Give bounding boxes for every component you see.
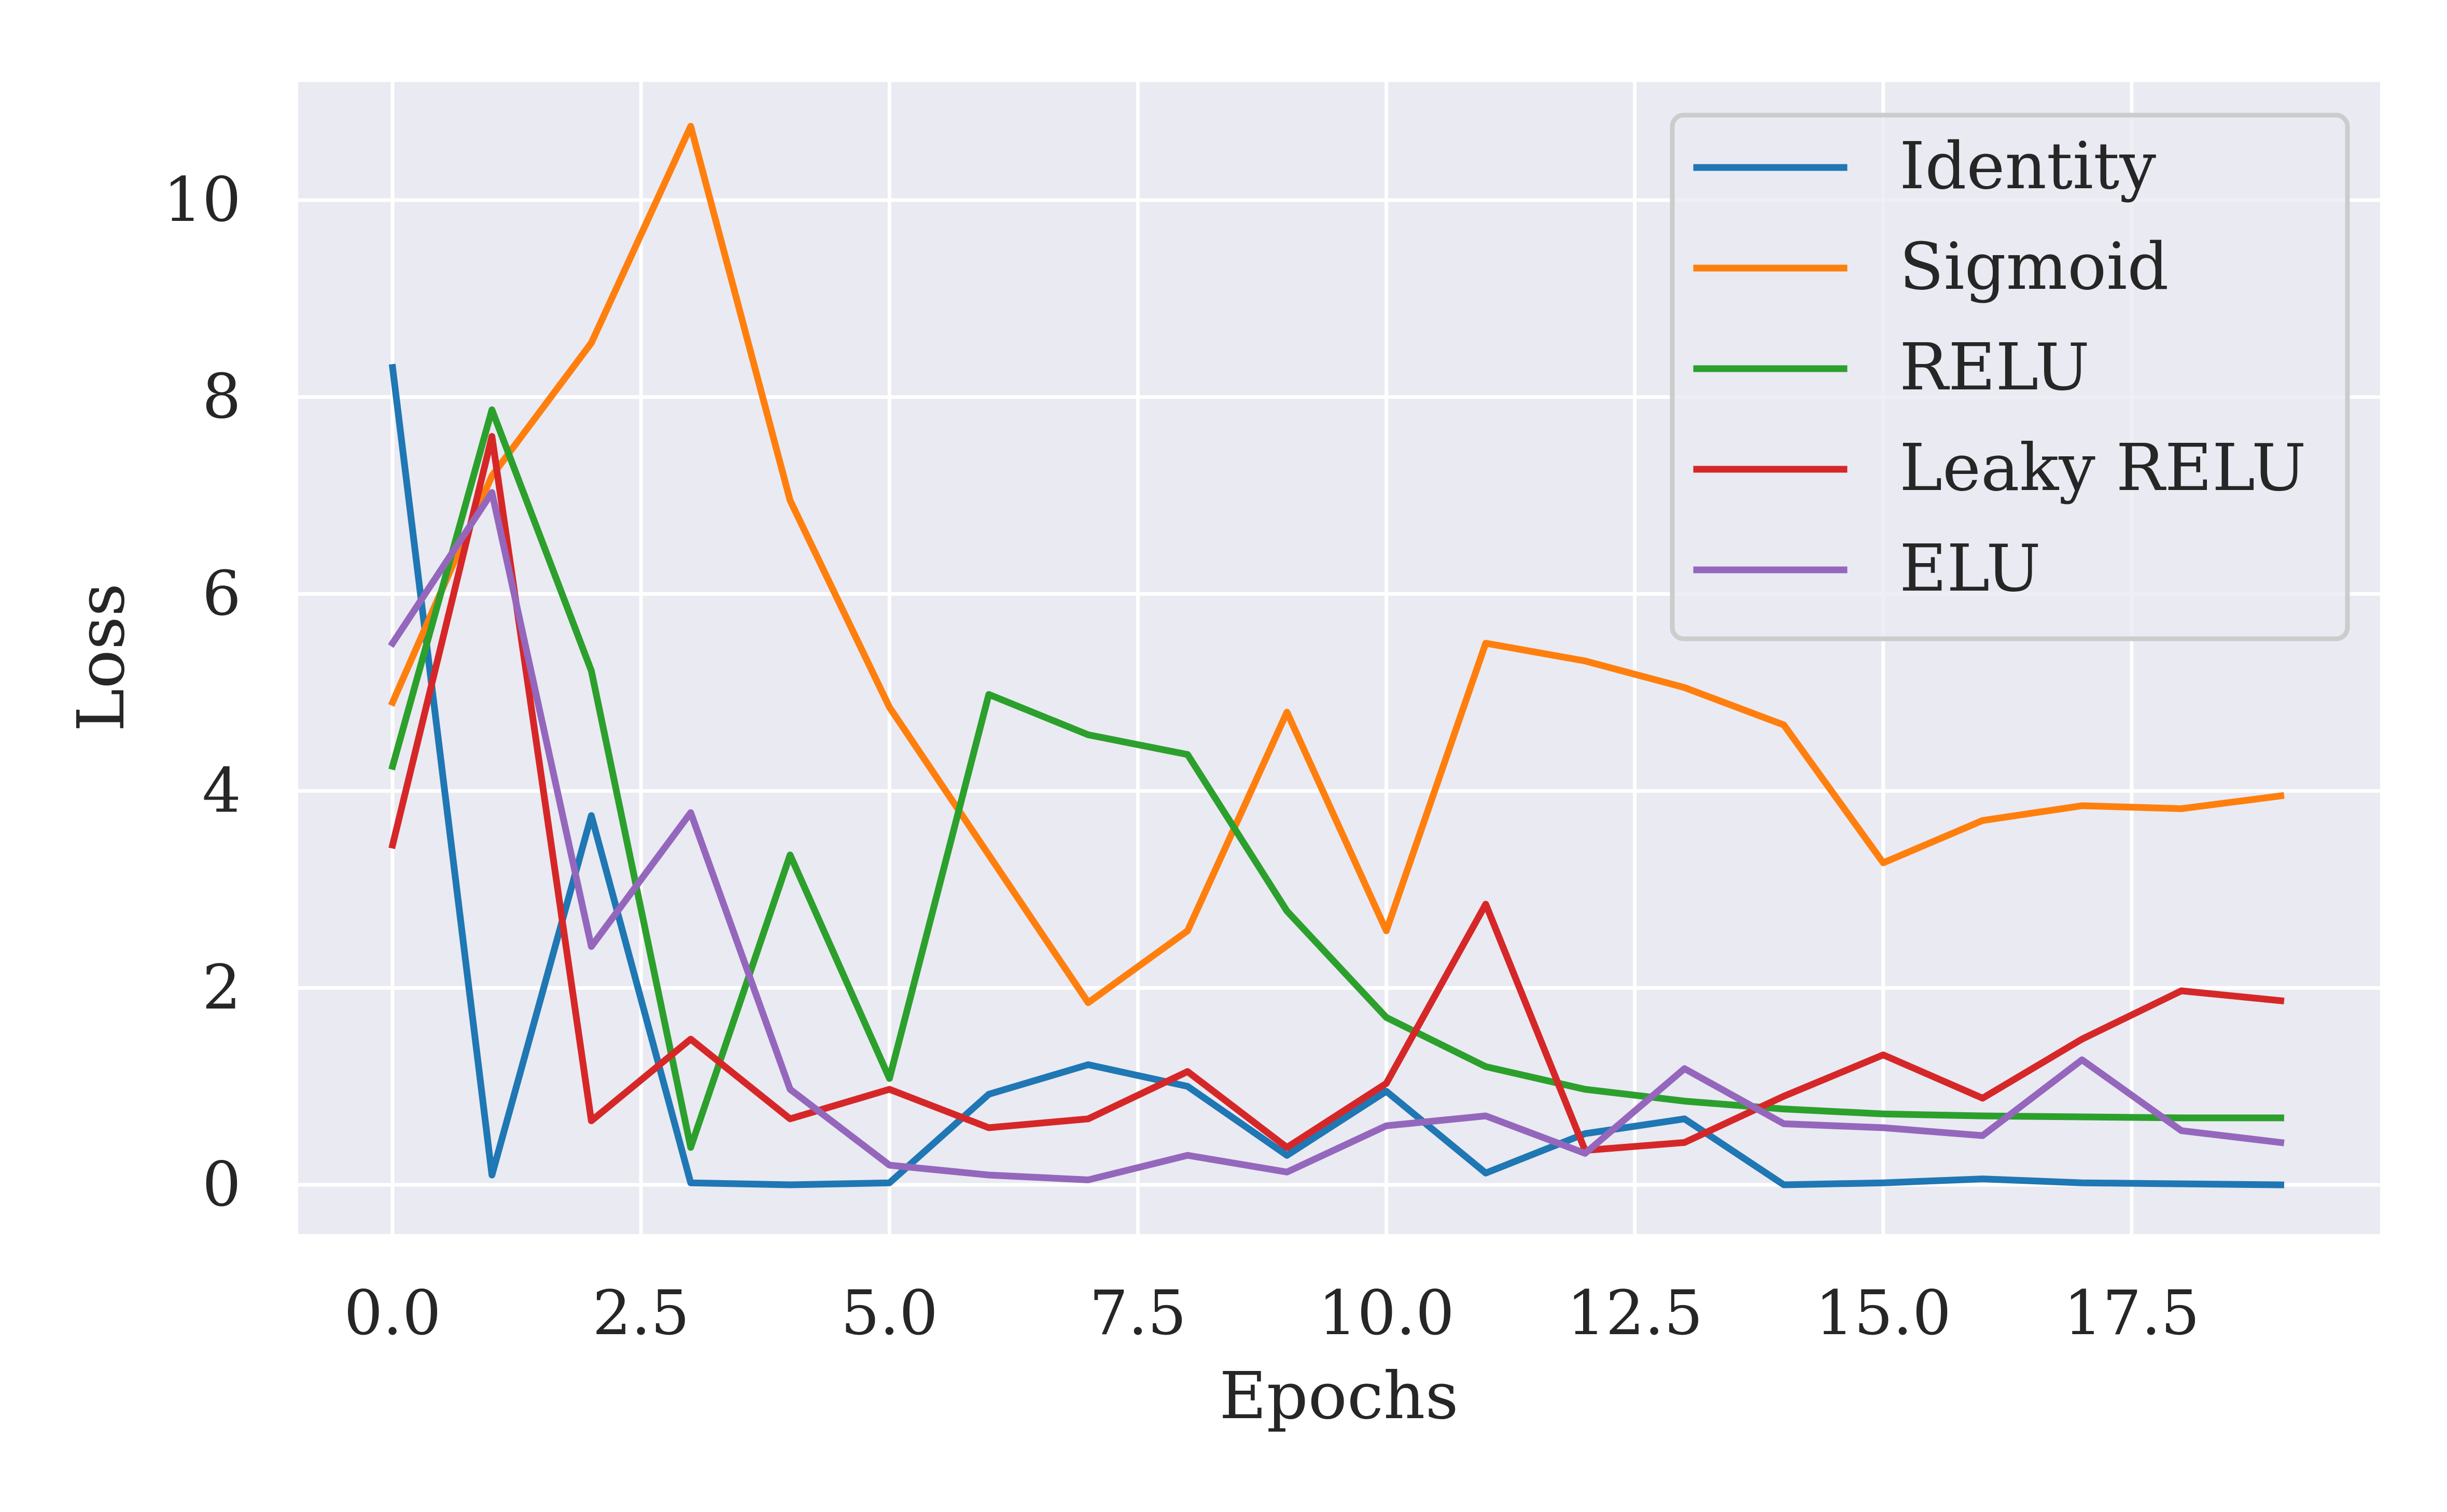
- series-layer: [388, 123, 2285, 1188]
- legend-label-elu: ELU: [1899, 531, 2041, 606]
- legend-box: [1670, 113, 2350, 641]
- y-tick-labels: 0 2 4 6 8 10: [163, 164, 241, 1220]
- legend-label-relu: RELU: [1899, 330, 2090, 405]
- y-axis-label: Loss: [64, 583, 139, 732]
- x-tick-label: 12.5: [1567, 1277, 1703, 1349]
- x-tick-label: 2.5: [592, 1277, 690, 1349]
- y-tick-label: 10: [163, 164, 241, 235]
- x-tick-label: 7.5: [1089, 1277, 1187, 1349]
- series-line-sigmoid: [388, 123, 2285, 1006]
- series-line-elu: [388, 489, 2285, 1183]
- legend: Identity Sigmoid RELU Leaky RELU ELU: [1670, 113, 2350, 641]
- x-tick-label: 10.0: [1318, 1277, 1455, 1349]
- legend-label-sigmoid: Sigmoid: [1899, 229, 2169, 304]
- series-line-leaky-relu: [388, 433, 2285, 1154]
- series-line-identity: [388, 363, 2284, 1188]
- x-tick-label: 5.0: [841, 1277, 938, 1349]
- y-tick-label: 6: [202, 558, 241, 629]
- y-tick-label: 8: [202, 361, 241, 432]
- x-tick-label: 17.5: [2064, 1277, 2200, 1349]
- series-line-relu: [388, 406, 2284, 1151]
- y-tick-label: 2: [202, 951, 241, 1023]
- legend-label-leaky-relu: Leaky RELU: [1899, 430, 2306, 506]
- y-tick-label: 4: [202, 754, 241, 826]
- x-tick-label: 15.0: [1815, 1277, 1951, 1349]
- legend-label-identity: Identity: [1899, 129, 2156, 204]
- x-tick-labels: 0.0 2.5 5.0 7.5 10.0 12.5 15.0 17.5: [344, 1277, 2200, 1349]
- x-tick-label: 0.0: [344, 1277, 441, 1349]
- x-axis-label: Epochs: [1219, 1359, 1458, 1434]
- y-tick-label: 0: [202, 1149, 241, 1220]
